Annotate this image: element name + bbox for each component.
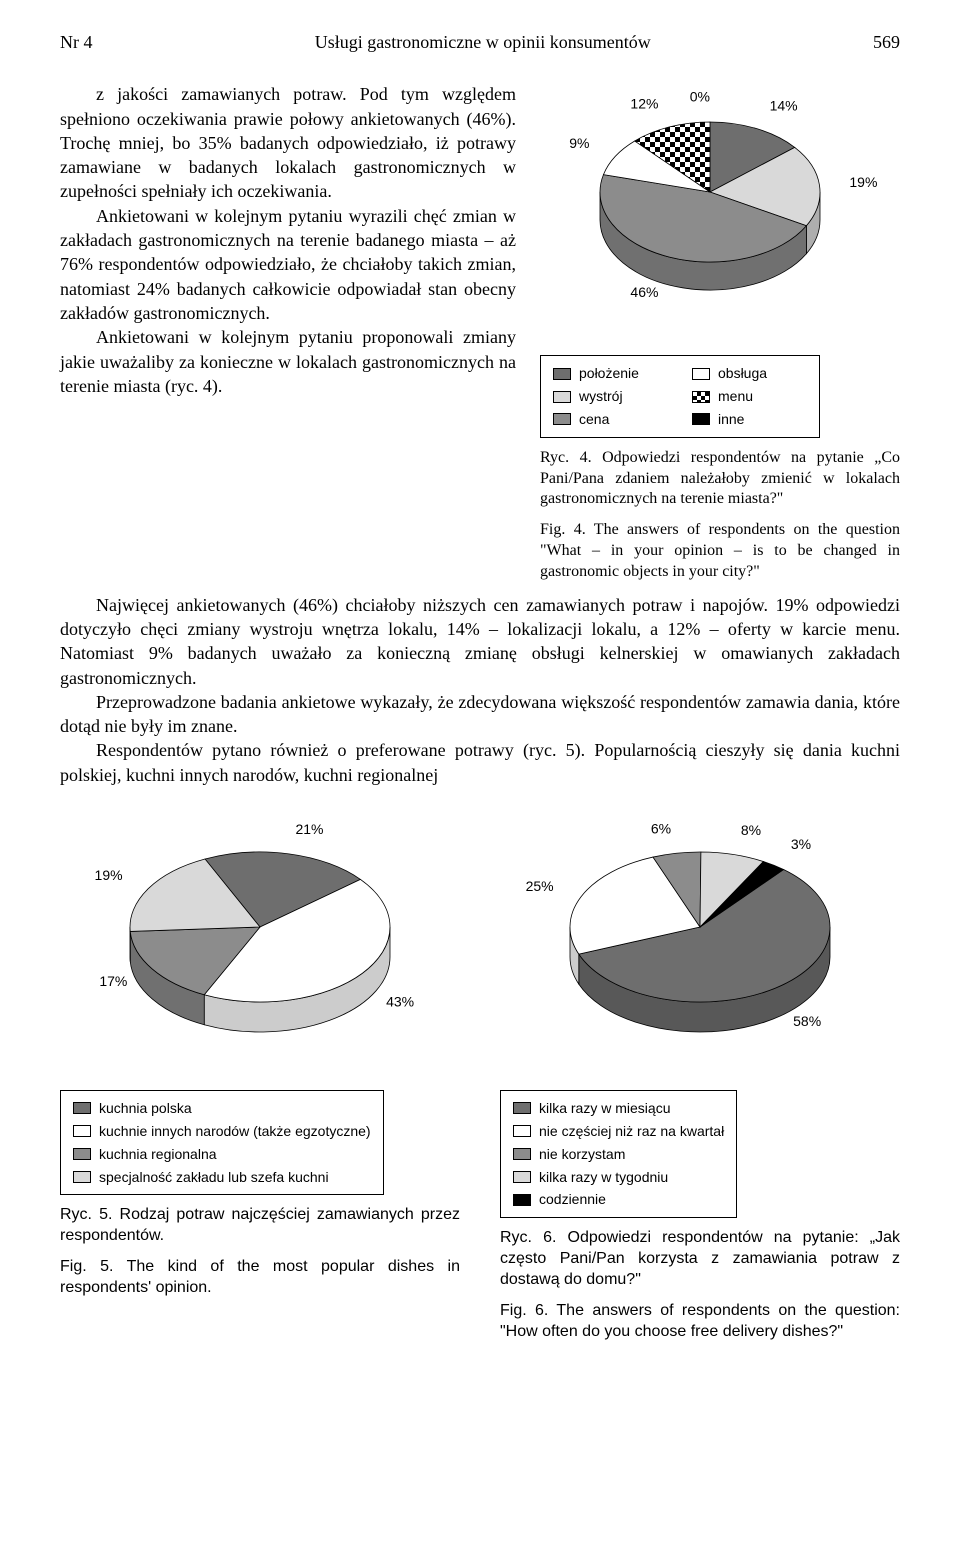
legend-label: nie częściej niż raz na kwartał bbox=[539, 1122, 724, 1141]
paragraph-6: Respondentów pytano również o preferowan… bbox=[60, 738, 900, 787]
chart6-column: 58% 25% 6% 8% 3% kilka razy w miesiącu nie cz… bbox=[500, 817, 900, 1342]
legend-label: nie korzystam bbox=[539, 1145, 625, 1164]
legend-swatch bbox=[553, 368, 571, 380]
svg-text:6%: 6% bbox=[651, 820, 671, 836]
svg-text:19%: 19% bbox=[95, 867, 123, 883]
legend-item: wystrój bbox=[553, 387, 668, 406]
svg-text:9%: 9% bbox=[569, 135, 589, 151]
legend-swatch bbox=[513, 1148, 531, 1160]
chart6-caption-pl: Ryc. 6. Odpowiedzi respondentów na pytan… bbox=[500, 1228, 900, 1290]
paragraph-4: Najwięcej ankietowanych (46%) chciałoby … bbox=[60, 593, 900, 690]
paragraph-3: Ankietowani w kolejnym pytaniu proponowa… bbox=[60, 325, 516, 398]
chart5-caption-pl: Ryc. 5. Rodzaj potraw najczęściej zamawi… bbox=[60, 1205, 460, 1247]
legend-item: kuchnie innych narodów (także egzotyczne… bbox=[73, 1122, 371, 1141]
chart5: 21% 43% 17% 19% bbox=[60, 817, 460, 1077]
svg-text:43%: 43% bbox=[386, 994, 414, 1010]
legend-label: cena bbox=[579, 410, 609, 429]
legend-label: położenie bbox=[579, 364, 639, 383]
legend-item: specjalność zakładu lub szefa kuchni bbox=[73, 1168, 371, 1187]
legend-item: położenie bbox=[553, 364, 668, 383]
svg-text:12%: 12% bbox=[630, 96, 658, 112]
legend-swatch bbox=[692, 391, 710, 403]
legend-label: obsługa bbox=[718, 364, 767, 383]
chart6-legend: kilka razy w miesiącu nie częściej niż ra… bbox=[500, 1090, 737, 1218]
legend-swatch bbox=[692, 368, 710, 380]
svg-text:3%: 3% bbox=[791, 836, 811, 852]
legend-label: kuchnie innych narodów (także egzotyczne… bbox=[99, 1122, 371, 1141]
legend-label: specjalność zakładu lub szefa kuchni bbox=[99, 1168, 329, 1187]
legend-label: wystrój bbox=[579, 387, 623, 406]
legend-item: inne bbox=[692, 410, 807, 429]
chart6-caption-en: Fig. 6. The answers of respondents on th… bbox=[500, 1301, 900, 1343]
legend-item: kuchnia polska bbox=[73, 1099, 371, 1118]
header-left: Nr 4 bbox=[60, 30, 93, 54]
legend-item: obsługa bbox=[692, 364, 807, 383]
chart4-legend: położenie obsługa wystrój menu cena inne bbox=[540, 355, 820, 438]
paragraph-5: Przeprowadzone badania ankietowe wykazał… bbox=[60, 690, 900, 739]
legend-label: menu bbox=[718, 387, 753, 406]
chart5-caption-en: Fig. 5. The kind of the most popular dis… bbox=[60, 1257, 460, 1299]
legend-swatch bbox=[513, 1171, 531, 1183]
paragraph-1: z jakości zamawianych potraw. Pod tym wz… bbox=[60, 82, 516, 203]
chart4-caption-en: Fig. 4. The answers of respondents on th… bbox=[540, 520, 900, 582]
legend-label: kilka razy w tygodniu bbox=[539, 1168, 668, 1187]
full-width-text: Najwięcej ankietowanych (46%) chciałoby … bbox=[60, 593, 900, 787]
paragraph-2: Ankietowani w kolejnym pytaniu wyrazili … bbox=[60, 204, 516, 325]
legend-swatch bbox=[553, 413, 571, 425]
legend-swatch bbox=[73, 1102, 91, 1114]
svg-text:21%: 21% bbox=[295, 821, 323, 837]
chart5-legend: kuchnia polska kuchnie innych narodów (ta… bbox=[60, 1090, 384, 1196]
legend-label: kilka razy w miesiącu bbox=[539, 1099, 670, 1118]
header-right: 569 bbox=[873, 30, 900, 54]
legend-swatch bbox=[73, 1148, 91, 1160]
legend-swatch bbox=[692, 413, 710, 425]
chart4: 14% 19% 46% 9% 12% 0% położenie obsługa wystrój… bbox=[540, 82, 900, 438]
legend-label: inne bbox=[718, 410, 744, 429]
legend-label: kuchnia regionalna bbox=[99, 1145, 217, 1164]
legend-swatch bbox=[513, 1194, 531, 1206]
svg-text:46%: 46% bbox=[630, 284, 658, 300]
legend-swatch bbox=[513, 1102, 531, 1114]
legend-label: kuchnia polska bbox=[99, 1099, 192, 1118]
chart4-caption-pl: Ryc. 4. Odpowiedzi respondentów na pytan… bbox=[540, 448, 900, 510]
legend-swatch bbox=[73, 1125, 91, 1137]
legend-item: kilka razy w miesiącu bbox=[513, 1099, 724, 1118]
chart5-column: 21% 43% 17% 19% kuchnia polska kuchnie innyc… bbox=[60, 817, 460, 1342]
header-center: Usługi gastronomiczne w opinii konsument… bbox=[315, 30, 651, 54]
legend-label: codziennie bbox=[539, 1190, 606, 1209]
svg-text:14%: 14% bbox=[770, 98, 798, 114]
legend-item: menu bbox=[692, 387, 807, 406]
svg-text:58%: 58% bbox=[793, 1013, 821, 1029]
chart4-column: 14% 19% 46% 9% 12% 0% położenie obsługa wystrój… bbox=[540, 82, 900, 582]
legend-swatch bbox=[73, 1171, 91, 1183]
svg-text:19%: 19% bbox=[849, 174, 877, 190]
legend-swatch bbox=[513, 1125, 531, 1137]
legend-item: nie korzystam bbox=[513, 1145, 724, 1164]
chart6: 58% 25% 6% 8% 3% bbox=[500, 817, 900, 1077]
legend-item: cena bbox=[553, 410, 668, 429]
legend-item: kuchnia regionalna bbox=[73, 1145, 371, 1164]
legend-item: kilka razy w tygodniu bbox=[513, 1168, 724, 1187]
svg-text:0%: 0% bbox=[690, 89, 710, 105]
legend-swatch bbox=[553, 391, 571, 403]
svg-text:17%: 17% bbox=[99, 973, 127, 989]
legend-item: codziennie bbox=[513, 1190, 724, 1209]
svg-text:8%: 8% bbox=[741, 822, 761, 838]
page-header: Nr 4 Usługi gastronomiczne w opinii kons… bbox=[60, 30, 900, 54]
left-text-column: z jakości zamawianych potraw. Pod tym wz… bbox=[60, 82, 516, 582]
svg-text:25%: 25% bbox=[526, 878, 554, 894]
legend-item: nie częściej niż raz na kwartał bbox=[513, 1122, 724, 1141]
